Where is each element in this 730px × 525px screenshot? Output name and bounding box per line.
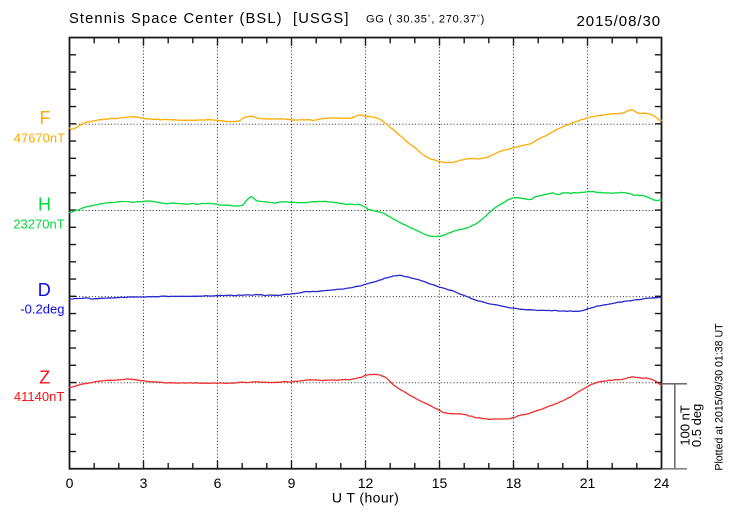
svg-text:Z: Z [39,367,50,387]
svg-text:H: H [38,195,51,215]
svg-text:12: 12 [358,475,374,491]
svg-text:21: 21 [580,475,596,491]
svg-text:15: 15 [432,475,448,491]
svg-text:GG ( 30.35°, 270.37°): GG ( 30.35°, 270.37°) [366,12,485,25]
svg-text:0.5 deg: 0.5 deg [689,404,704,447]
svg-text:47670nT: 47670nT [14,130,65,145]
svg-text:3: 3 [140,475,148,491]
svg-text:100 nT: 100 nT [678,405,693,446]
svg-text:18: 18 [506,475,522,491]
svg-text:U T (hour): U T (hour) [332,490,399,506]
svg-text:D: D [38,280,51,300]
svg-text:2015/08/30: 2015/08/30 [577,13,662,30]
svg-text:41140nT: 41140nT [14,389,64,404]
svg-text:F: F [40,108,51,128]
svg-text:-0.2deg: -0.2deg [20,302,64,317]
svg-text:6: 6 [214,475,222,491]
svg-text:9: 9 [288,475,296,491]
svg-text:0: 0 [66,475,74,491]
svg-text:Plotted at 2015/09/30 01:38 UT: Plotted at 2015/09/30 01:38 UT [714,323,726,471]
svg-text:Stennis Space Center (BSL) [U: Stennis Space Center (BSL) [USGS] [69,11,350,27]
svg-text:23270nT: 23270nT [13,216,64,231]
svg-text:24: 24 [654,475,670,491]
